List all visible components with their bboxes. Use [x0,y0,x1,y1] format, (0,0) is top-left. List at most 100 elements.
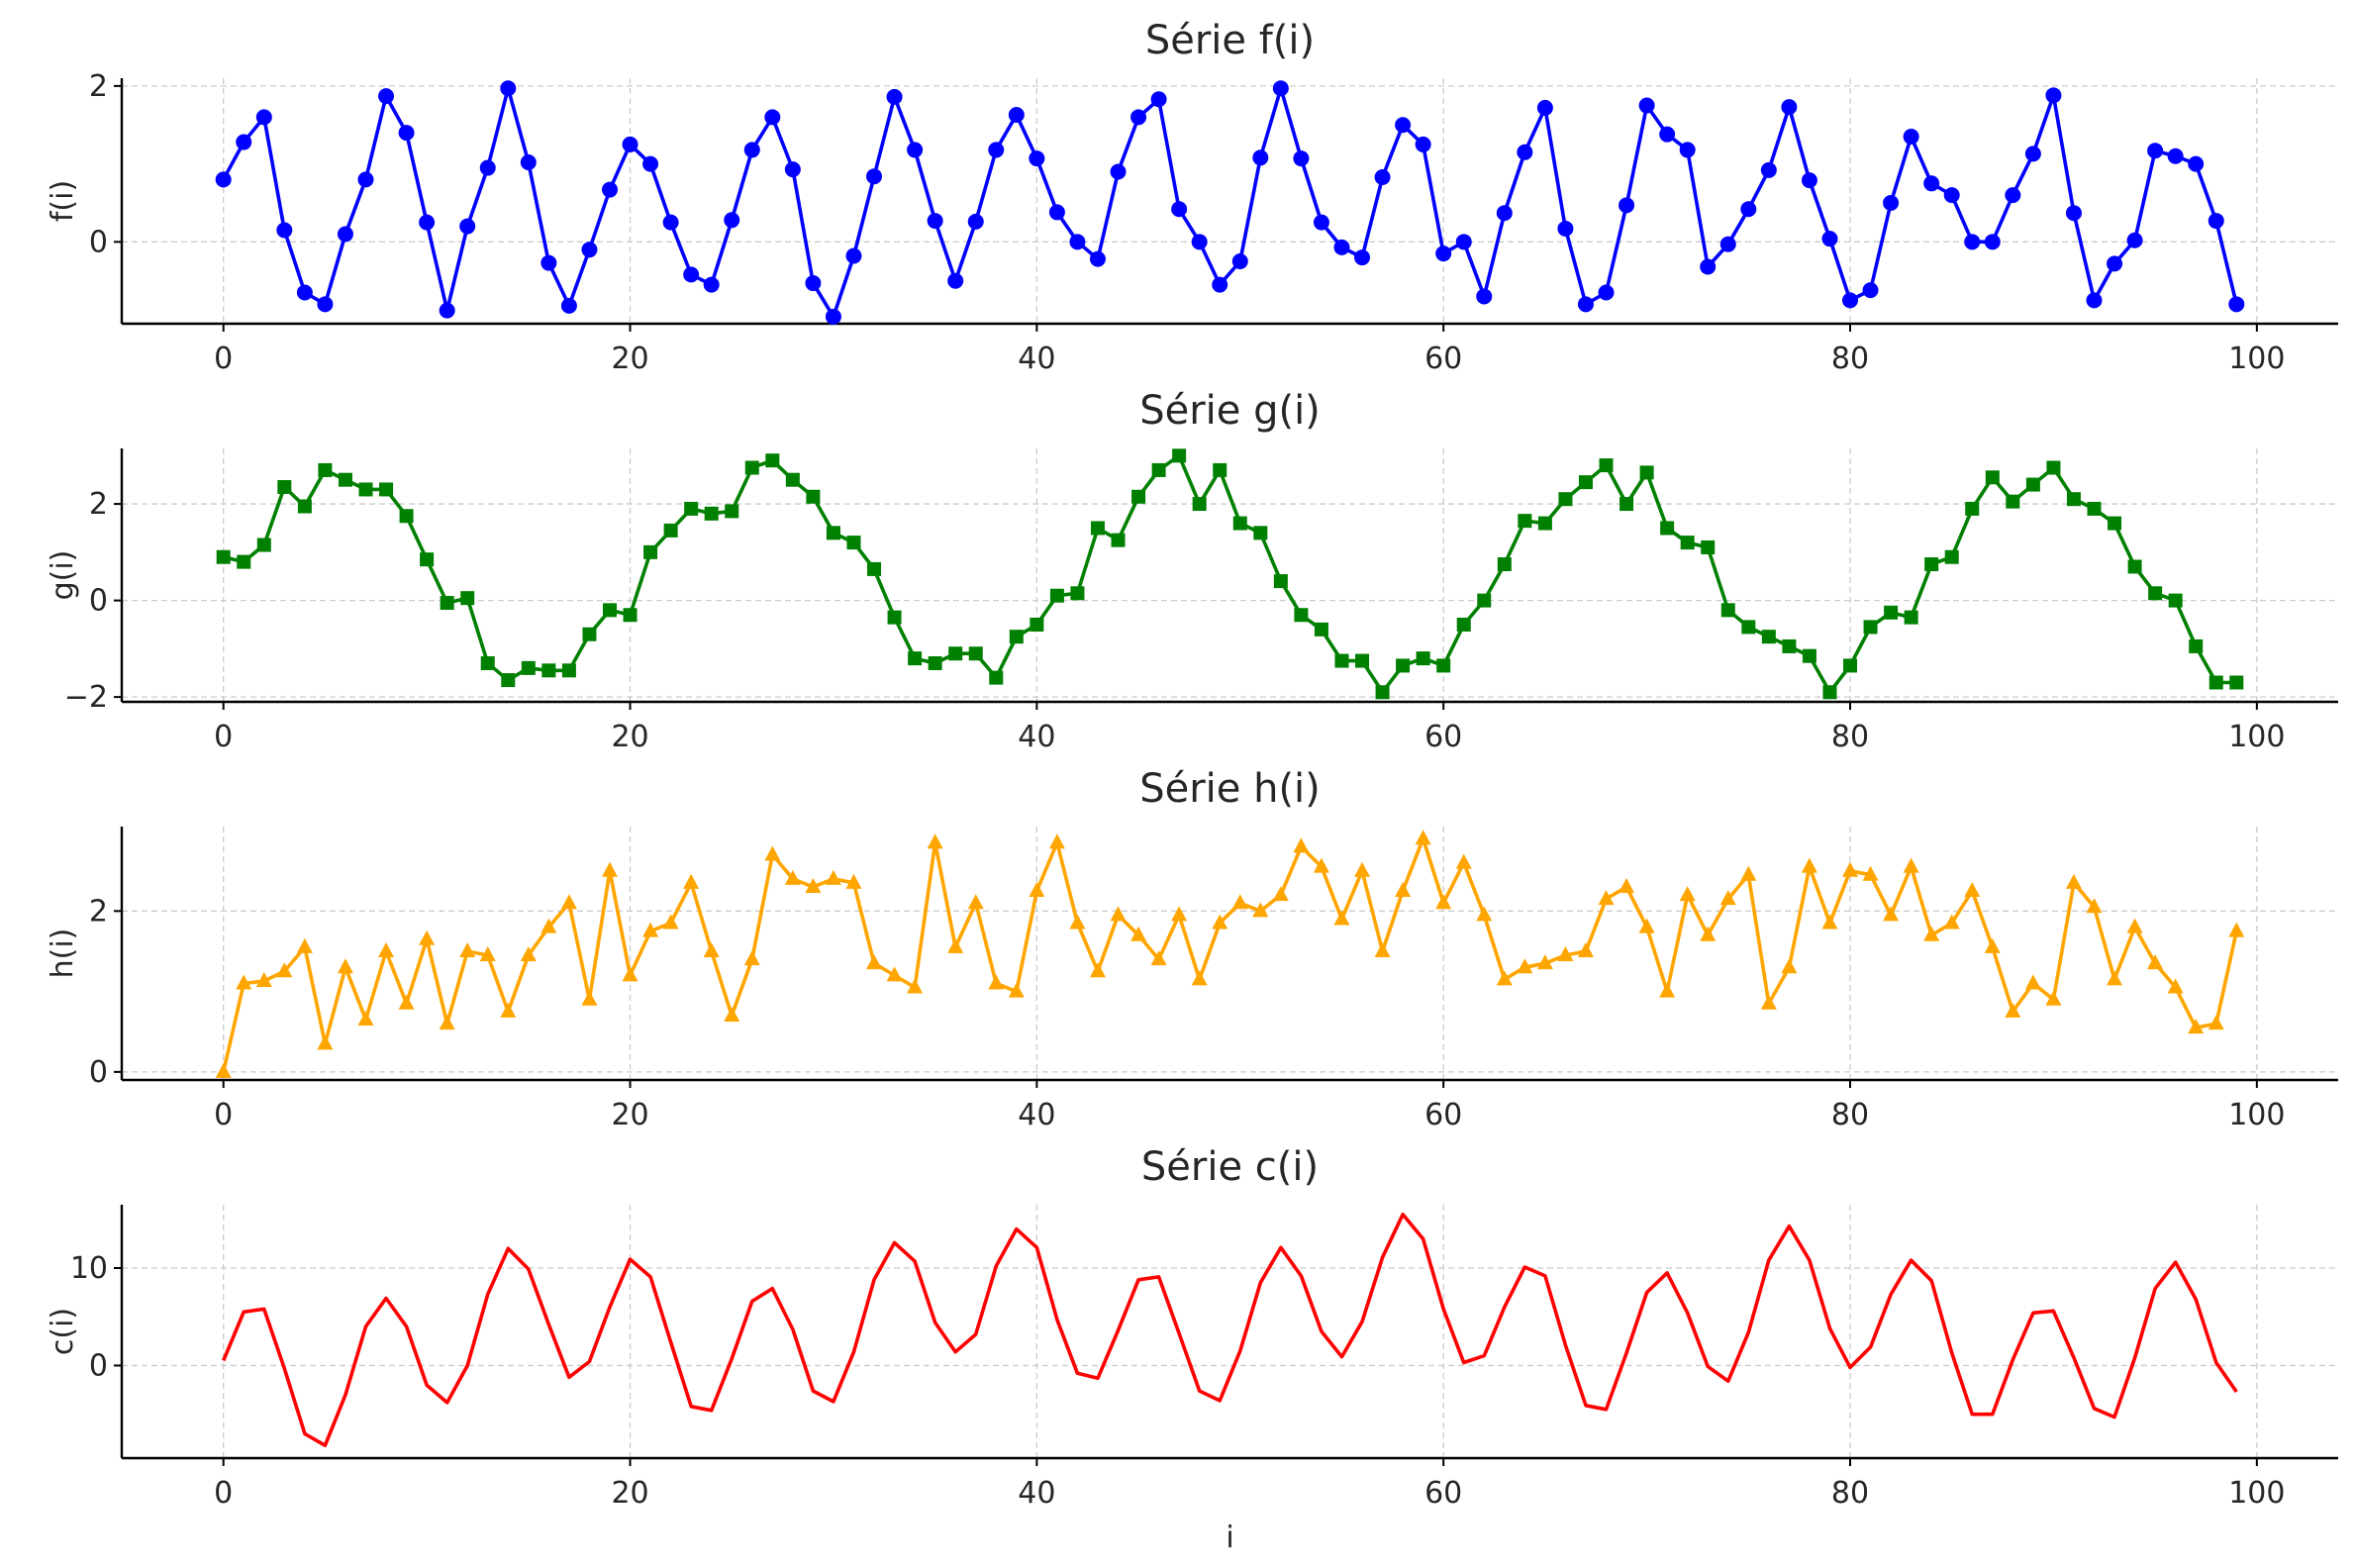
data-point [1496,970,1513,986]
x-tick-label: 80 [1831,342,1869,376]
data-point [439,302,455,319]
data-point [724,212,740,229]
data-point [967,213,984,230]
data-point [379,482,394,497]
data-point [805,877,822,893]
y-tick-label: 0 [89,225,108,259]
data-point [378,941,395,957]
data-point [1455,853,1472,869]
data-point [2147,143,2164,159]
data-point [1598,284,1615,301]
data-point [764,845,781,861]
data-point [825,308,841,325]
data-point [460,591,475,606]
x-tick-label: 60 [1424,1098,1462,1132]
data-point [1923,926,1940,941]
data-point [1212,276,1228,293]
data-point [1638,97,1655,114]
data-point [1660,521,1675,536]
data-point [1863,620,1878,635]
data-point [2065,205,2082,222]
data-point [866,954,883,970]
data-point [338,472,352,487]
data-point [378,88,395,105]
data-point [1110,163,1127,180]
data-point [1029,882,1045,898]
data-point [236,974,252,990]
data-point [1375,685,1390,700]
data-point [2189,638,2204,653]
x-tick-label: 0 [214,1476,233,1511]
data-point [297,499,312,514]
series-line [222,86,2239,319]
data-point [2167,147,2184,164]
data-point [1008,107,1025,124]
chart-panel-3: 0 20 40 60 80 100 0 2 Série h(i) h(i) [46,766,2338,1132]
data-point [2006,494,2020,509]
data-point [419,930,436,945]
data-point [399,509,414,524]
data-point [989,670,1004,685]
data-point [2107,255,2123,272]
data-point [1191,234,1208,250]
data-point [1536,954,1553,970]
data-point [1883,194,1900,211]
data-point [1374,941,1391,957]
data-point [1782,638,1797,653]
data-point [1069,234,1086,250]
x-tick-label: 100 [2228,720,2285,754]
data-point [1497,557,1512,572]
data-point [1964,234,1981,250]
data-point [1924,557,1939,572]
data-point [1171,201,1188,218]
data-point [1293,837,1310,853]
data-point [1862,865,1879,881]
data-point [2229,675,2244,690]
chart-title: Série f(i) [1145,18,1315,63]
data-point [1536,99,1553,116]
data-point [765,453,780,468]
data-point [2127,559,2142,574]
y-tick-label: 2 [89,487,108,522]
data-point [886,966,903,982]
y-tick-label: 10 [70,1251,108,1286]
data-point [1231,253,1248,270]
data-point [1741,620,1756,635]
data-point [2025,477,2040,492]
data-point [1720,603,1735,618]
data-point [1089,962,1106,978]
data-point [255,109,272,126]
data-point [643,544,658,559]
x-tick-label: 0 [214,720,233,754]
data-point [1395,117,1412,134]
data-point [663,523,678,538]
data-point [784,869,801,885]
series-line [221,836,2239,1073]
data-point [725,504,739,519]
data-point [276,962,293,978]
data-point [1090,521,1105,536]
data-point [1801,172,1817,189]
data-point [1638,918,1655,933]
data-point [1862,282,1879,299]
data-point [1416,651,1430,666]
data-point [1578,475,1593,490]
data-point [1781,99,1798,116]
data-point [2024,974,2041,990]
data-point [1740,201,1757,218]
data-point [1476,288,1493,305]
data-point [845,247,862,264]
data-point [1719,890,1736,906]
data-point [2167,978,2184,994]
data-point [256,538,271,552]
data-point [1821,231,1838,247]
data-point [743,142,760,158]
data-point [479,159,496,176]
x-tick-label: 40 [1018,342,1055,376]
data-point [1213,462,1227,477]
x-tick-label: 20 [611,1476,648,1511]
data-point [1477,593,1492,608]
data-point [927,213,943,230]
data-point [2208,1015,2224,1030]
